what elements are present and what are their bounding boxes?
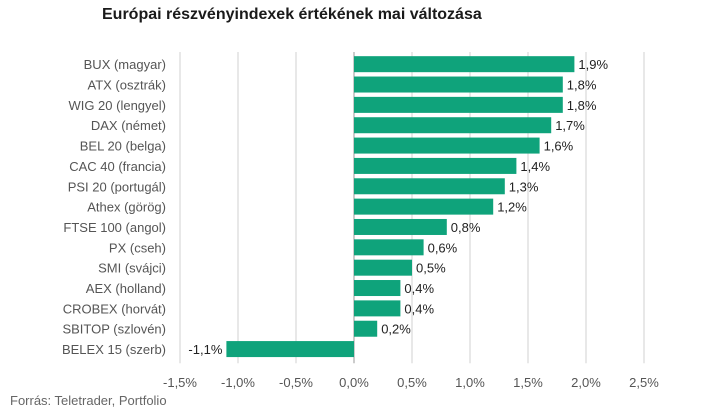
x-tick-label: 2,5% (629, 375, 659, 390)
x-tick-label: -0,5% (279, 375, 313, 390)
data-label: 0,2% (381, 322, 411, 337)
category-label: ATX (osztrák) (88, 78, 167, 93)
bar (354, 320, 378, 337)
category-label: WIG 20 (lengyel) (68, 98, 166, 113)
bar (354, 76, 563, 93)
category-label: CROBEX (horvát) (63, 301, 166, 316)
category-label: BUX (magyar) (84, 57, 166, 72)
x-axis-tick-labels: -1,5% -1,0% -0,5% 0,0% 0,5% 1,0% 1,5% 2,0% 2,5% (163, 375, 659, 390)
category-labels: BUX (magyar) ATX (osztrák) WIG 20 (lengyel… (62, 57, 166, 357)
data-label: 0,4% (404, 281, 434, 296)
bar (354, 56, 575, 73)
x-tick-label: 0,5% (397, 375, 427, 390)
source-note: Forrás: Teletrader, Portfolio (10, 393, 167, 408)
category-label: PSI 20 (portugál) (68, 179, 166, 194)
x-tick-label: 0,0% (339, 375, 369, 390)
bar (354, 218, 447, 235)
category-label: AEX (holland) (86, 281, 166, 296)
category-label: FTSE 100 (angol) (63, 220, 166, 235)
bar (354, 300, 401, 317)
bar (354, 117, 552, 134)
x-tick-label: 1,5% (513, 375, 543, 390)
category-label: BELEX 15 (szerb) (62, 342, 166, 357)
bar (354, 96, 563, 113)
category-label: Athex (görög) (87, 200, 166, 215)
category-label: BEL 20 (belga) (80, 139, 166, 154)
bar (354, 157, 517, 174)
bars (226, 56, 575, 358)
data-label: 0,8% (451, 220, 481, 235)
data-label: 0,6% (428, 240, 458, 255)
bar (354, 137, 540, 154)
data-label: 1,6% (544, 139, 574, 154)
category-label: SMI (svájci) (98, 261, 166, 276)
data-label: 1,3% (509, 179, 539, 194)
data-label: 0,4% (404, 301, 434, 316)
data-label: 1,7% (555, 118, 585, 133)
data-label: -1,1% (188, 342, 222, 357)
data-label: 1,4% (520, 159, 550, 174)
bar (354, 280, 401, 297)
x-tick-label: 1,0% (455, 375, 485, 390)
x-tick-label: -1,5% (163, 375, 197, 390)
chart-title: Európai részvényindexek értékének mai vá… (102, 6, 482, 23)
data-label: 1,8% (567, 78, 597, 93)
category-label: SBITOP (szlovén) (62, 322, 166, 337)
data-label: 1,8% (567, 98, 597, 113)
bar (354, 239, 424, 256)
bar (354, 259, 412, 276)
category-label: CAC 40 (francia) (69, 159, 166, 174)
data-label: 0,5% (416, 261, 446, 276)
bar (226, 341, 354, 358)
x-tick-label: 2,0% (571, 375, 601, 390)
value-labels: 1,9% 1,8% 1,8% 1,7% 1,6% 1,4% 1,3% 1,2% 0,8% 0,6%… (188, 57, 608, 357)
x-tick-label: -1,0% (221, 375, 255, 390)
data-label: 1,2% (497, 200, 527, 215)
data-label: 1,9% (578, 57, 608, 72)
bar (354, 198, 494, 215)
category-label: PX (cseh) (109, 240, 166, 255)
bar (354, 178, 505, 195)
category-label: DAX (német) (91, 118, 166, 133)
